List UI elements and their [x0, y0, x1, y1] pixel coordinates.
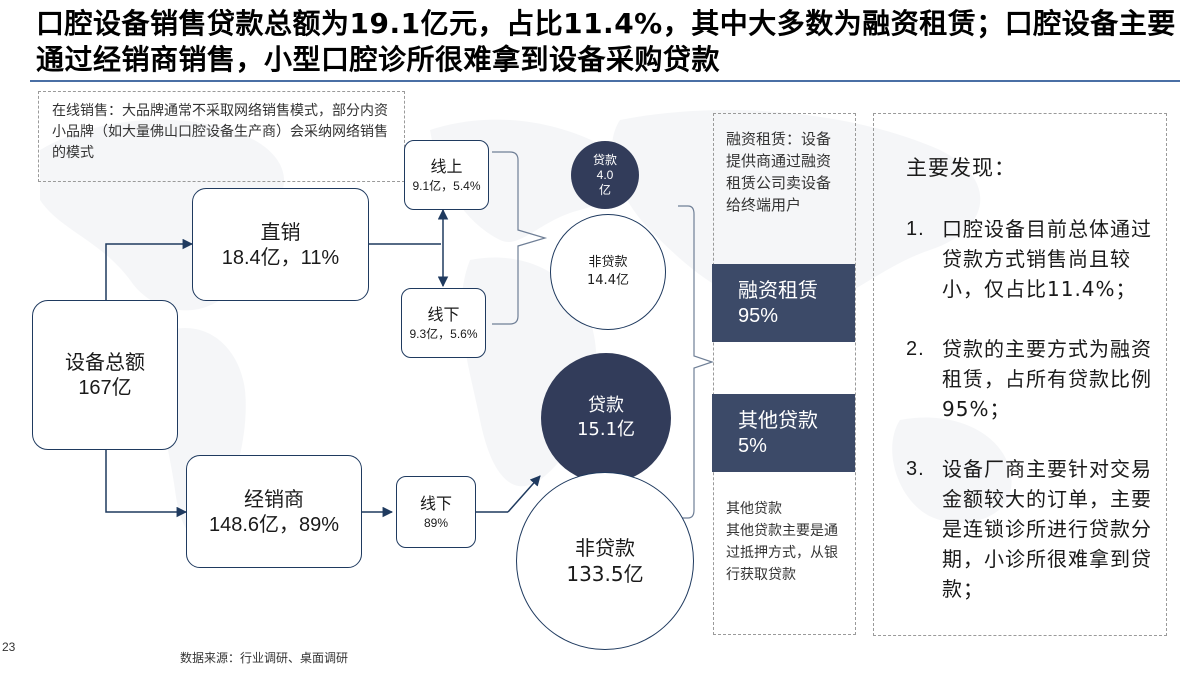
offline-direct-value: 9.3亿，5.6%: [409, 327, 478, 341]
finding-number: 3.: [906, 458, 925, 480]
online-note-box: [38, 91, 405, 182]
finding-item-2: 2. 贷款的主要方式为融资租赁，占所有贷款比例95%；: [906, 334, 1166, 424]
findings-heading: 主要发现：: [906, 156, 1016, 180]
other-loan-label: 其他贷款: [738, 408, 818, 432]
page-title: 口腔设备销售贷款总额为19.1亿元，占比11.4%，其中大多数为融资租赁；口腔设…: [36, 7, 1176, 76]
findings-box: [873, 113, 1167, 636]
data-source: 数据来源：行业调研、桌面调研: [180, 651, 349, 665]
loan-small-value: 4.0: [596, 167, 614, 182]
offline-dealer-value: 89%: [423, 516, 449, 530]
finding-text: 贷款的主要方式为融资租赁，占所有贷款比例95%；: [942, 337, 1152, 421]
dealer-label: 经销商: [244, 486, 304, 511]
nonloan-small-label: 非贷款: [588, 255, 628, 270]
other-loan-pct: 5%: [738, 435, 767, 457]
other-loan-note: 其他贷款 其他贷款主要是通过抵押方式，从银行获取贷款: [726, 501, 838, 583]
online-label: 线上: [430, 157, 463, 176]
nonloan-small-circle: 非贷款 14.4亿: [550, 214, 666, 330]
dealer-value: 148.6亿，89%: [208, 513, 340, 536]
total-value: 167亿: [78, 377, 132, 399]
offline-direct-box: 线下 9.3亿，5.6%: [401, 288, 486, 358]
finding-number: 2.: [906, 338, 925, 360]
loan-big-value: 15.1亿: [576, 419, 636, 440]
loan-small-unit: 亿: [598, 182, 611, 197]
offline-dealer-label: 线下: [419, 494, 452, 513]
loan-detail-column: [713, 113, 856, 635]
total-box: 设备总额 167亿: [32, 300, 178, 450]
direct-box: 直销 18.4亿，11%: [192, 188, 369, 301]
nonloan-small-value: 14.4亿: [587, 273, 629, 288]
finding-item-1: 1. 口腔设备目前总体通过贷款方式销售尚且较小，仅占比11.4%；: [906, 214, 1166, 304]
online-note-text: 在线销售：大品牌通常不采取网络销售模式，部分内资小品牌（如大量佛山口腔设备生产商…: [52, 103, 388, 161]
offline-dealer-box: 线下 89%: [396, 476, 476, 548]
nonloan-big-label: 非贷款: [575, 536, 635, 560]
page-number: 23: [2, 640, 16, 654]
offline-direct-label: 线下: [427, 305, 460, 324]
loan-big-label: 贷款: [588, 395, 624, 416]
leasing-pct: 95%: [738, 305, 779, 327]
leasing-note: 融资租赁：设备提供商通过融资租赁公司卖设备给终端用户: [726, 130, 832, 214]
other-loan-block: 其他贷款 5%: [712, 394, 855, 472]
online-box: 线上 9.1亿，5.4%: [404, 140, 489, 210]
direct-label: 直销: [260, 219, 301, 244]
leasing-block: 融资租赁 95%: [712, 264, 855, 342]
total-label: 设备总额: [65, 350, 145, 374]
nonloan-big-value: 133.5亿: [566, 562, 644, 586]
finding-item-3: 3. 设备厂商主要针对交易金额较大的订单，主要是连锁诊所进行贷款分期，小诊所很难…: [906, 454, 1166, 604]
leasing-label: 融资租赁: [738, 278, 818, 302]
loan-small-label: 贷款: [592, 152, 617, 167]
finding-text: 设备厂商主要针对交易金额较大的订单，主要是连锁诊所进行贷款分期，小诊所很难拿到贷…: [942, 457, 1152, 601]
finding-text: 口腔设备目前总体通过贷款方式销售尚且较小，仅占比11.4%；: [942, 217, 1152, 301]
finding-number: 1.: [906, 218, 925, 240]
loan-small-circle: 贷款 4.0 亿: [571, 141, 639, 209]
dealer-box: 经销商 148.6亿，89%: [186, 455, 362, 568]
direct-value: 18.4亿，11%: [221, 246, 340, 269]
nonloan-big-circle: 非贷款 133.5亿: [516, 472, 694, 650]
title-rule: [30, 80, 1180, 82]
online-value: 9.1亿，5.4%: [412, 179, 481, 193]
loan-big-circle: 贷款 15.1亿: [541, 353, 671, 483]
